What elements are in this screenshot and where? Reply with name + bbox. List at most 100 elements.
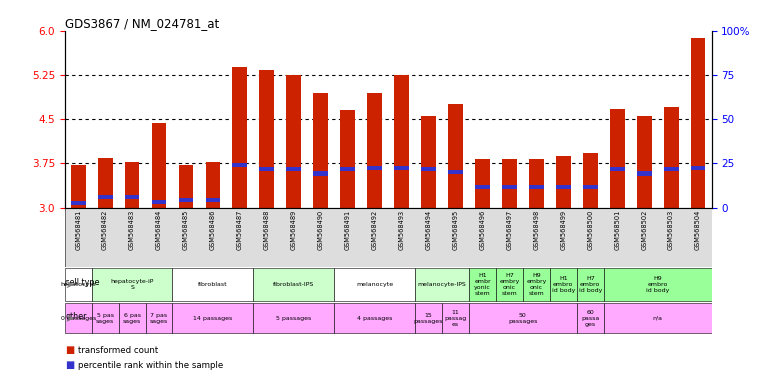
- Text: hepatocyte-iP
S: hepatocyte-iP S: [110, 279, 154, 290]
- Bar: [71, 201, 85, 205]
- Text: GSM568500: GSM568500: [587, 209, 594, 250]
- FancyBboxPatch shape: [173, 268, 253, 301]
- FancyBboxPatch shape: [603, 303, 712, 333]
- Text: 5 pas
sages: 5 pas sages: [96, 313, 114, 324]
- Text: GSM568483: GSM568483: [129, 209, 135, 250]
- Text: GSM568495: GSM568495: [453, 209, 458, 250]
- Bar: [529, 185, 544, 189]
- FancyBboxPatch shape: [119, 303, 145, 333]
- Bar: [448, 104, 463, 208]
- FancyBboxPatch shape: [415, 268, 469, 301]
- Bar: [314, 171, 328, 175]
- Bar: [232, 162, 247, 167]
- FancyBboxPatch shape: [577, 303, 603, 333]
- Text: 50
passages: 50 passages: [508, 313, 537, 324]
- FancyBboxPatch shape: [91, 303, 119, 333]
- Bar: [125, 195, 139, 199]
- Text: hepatocyte: hepatocyte: [60, 282, 96, 287]
- Bar: [556, 156, 571, 208]
- Bar: [125, 162, 139, 208]
- Text: GSM568481: GSM568481: [75, 209, 81, 250]
- Text: GSM568499: GSM568499: [560, 209, 566, 250]
- Bar: [97, 195, 113, 199]
- Text: H7
embry
onic
stem: H7 embry onic stem: [499, 273, 520, 296]
- Text: GSM568485: GSM568485: [183, 209, 189, 250]
- Text: 0 passages: 0 passages: [61, 316, 96, 321]
- Bar: [502, 185, 517, 189]
- Text: GSM568490: GSM568490: [318, 209, 323, 250]
- Text: GSM568501: GSM568501: [614, 209, 620, 250]
- Bar: [286, 75, 301, 208]
- Text: 60
passa
ges: 60 passa ges: [581, 310, 600, 326]
- Text: 6 pas
sages: 6 pas sages: [123, 313, 142, 324]
- Bar: [475, 159, 490, 208]
- Bar: [529, 159, 544, 208]
- Text: 15
passages: 15 passages: [414, 313, 443, 324]
- FancyBboxPatch shape: [145, 303, 173, 333]
- Bar: [691, 38, 705, 208]
- Text: GSM568489: GSM568489: [291, 209, 297, 250]
- Bar: [368, 93, 382, 208]
- FancyBboxPatch shape: [334, 303, 415, 333]
- Text: fibroblast-IPS: fibroblast-IPS: [273, 282, 314, 287]
- Bar: [637, 116, 651, 208]
- Bar: [314, 93, 328, 208]
- FancyBboxPatch shape: [442, 303, 469, 333]
- Bar: [502, 159, 517, 208]
- FancyBboxPatch shape: [253, 303, 334, 333]
- Bar: [151, 123, 167, 208]
- Bar: [286, 167, 301, 171]
- Text: GSM568493: GSM568493: [399, 209, 405, 250]
- Bar: [260, 70, 274, 208]
- Text: H7
embro
id body: H7 embro id body: [578, 276, 602, 293]
- FancyBboxPatch shape: [65, 268, 91, 301]
- Bar: [394, 166, 409, 170]
- Text: fibroblast: fibroblast: [198, 282, 228, 287]
- Text: GSM568494: GSM568494: [425, 209, 431, 250]
- Bar: [691, 166, 705, 170]
- Text: GSM568484: GSM568484: [156, 209, 162, 250]
- Bar: [205, 162, 221, 208]
- FancyBboxPatch shape: [91, 268, 173, 301]
- Bar: [664, 108, 679, 208]
- Text: H9
embry
onic
stem: H9 embry onic stem: [526, 273, 546, 296]
- Bar: [179, 165, 193, 208]
- Text: percentile rank within the sample: percentile rank within the sample: [78, 361, 224, 370]
- Text: melanocyte-IPS: melanocyte-IPS: [418, 282, 466, 287]
- Bar: [232, 67, 247, 208]
- Text: 7 pas
sages: 7 pas sages: [150, 313, 168, 324]
- FancyBboxPatch shape: [469, 303, 577, 333]
- Text: GSM568504: GSM568504: [695, 209, 701, 250]
- FancyBboxPatch shape: [253, 268, 334, 301]
- Text: GSM568488: GSM568488: [264, 209, 270, 250]
- Text: 5 passages: 5 passages: [276, 316, 311, 321]
- Text: other: other: [65, 312, 87, 321]
- Text: GSM568502: GSM568502: [642, 209, 647, 250]
- Text: 11
passag
es: 11 passag es: [444, 310, 466, 326]
- Text: GSM568487: GSM568487: [237, 209, 243, 250]
- Text: transformed count: transformed count: [78, 346, 158, 355]
- Bar: [637, 171, 651, 175]
- Text: n/a: n/a: [653, 316, 663, 321]
- Bar: [205, 198, 221, 202]
- Text: GSM568497: GSM568497: [506, 209, 512, 250]
- Bar: [475, 185, 490, 189]
- Text: GSM568491: GSM568491: [345, 209, 351, 250]
- FancyBboxPatch shape: [550, 268, 577, 301]
- Bar: [583, 153, 597, 208]
- Text: GSM568492: GSM568492: [371, 209, 377, 250]
- Bar: [97, 158, 113, 208]
- Bar: [340, 167, 355, 171]
- Bar: [340, 110, 355, 208]
- Bar: [260, 167, 274, 171]
- FancyBboxPatch shape: [603, 268, 712, 301]
- Text: GDS3867 / NM_024781_at: GDS3867 / NM_024781_at: [65, 17, 219, 30]
- Text: cell type: cell type: [65, 278, 100, 287]
- FancyBboxPatch shape: [415, 303, 442, 333]
- Bar: [394, 75, 409, 208]
- Bar: [664, 167, 679, 171]
- Bar: [610, 167, 625, 171]
- Text: H9
embro
id body: H9 embro id body: [646, 276, 670, 293]
- FancyBboxPatch shape: [577, 268, 603, 301]
- Text: 4 passages: 4 passages: [357, 316, 393, 321]
